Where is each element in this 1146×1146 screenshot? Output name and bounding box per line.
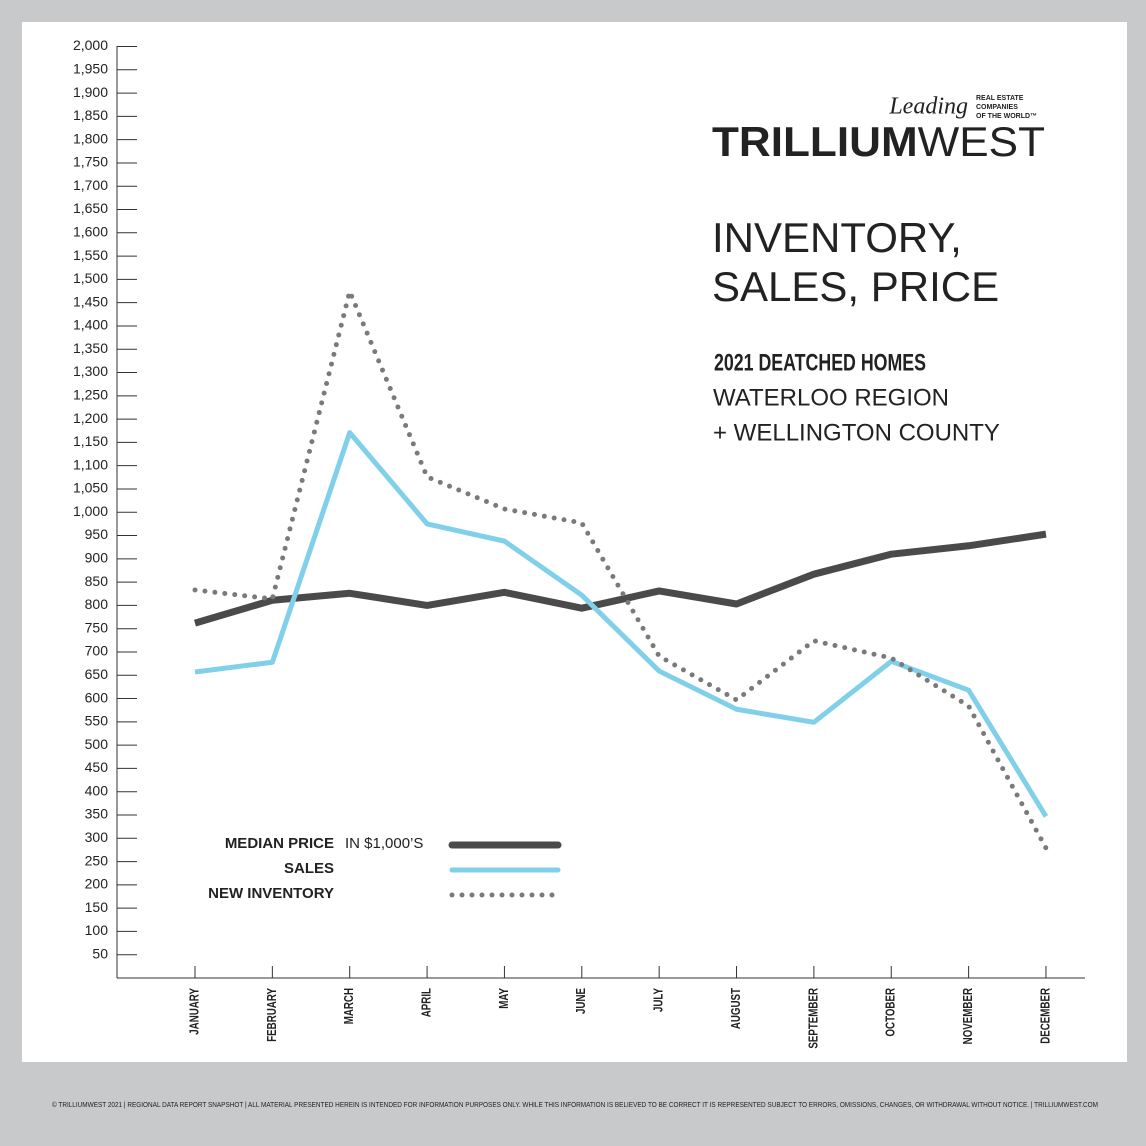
x-tick-label: OCTOBER — [884, 987, 898, 1036]
brand-light: WEST — [918, 118, 1045, 165]
region: WATERLOO REGION — [713, 384, 949, 411]
y-tick-label: 100 — [85, 922, 109, 938]
y-tick-label: 1,550 — [73, 247, 108, 263]
brand-network: REAL ESTATE — [976, 95, 1024, 102]
legend-label: NEW INVENTORY — [208, 885, 334, 902]
brand-name: TRILLIUM WEST — [712, 118, 1045, 165]
y-tick-label: 300 — [85, 829, 109, 845]
x-tick-label: JUNE — [575, 988, 589, 1014]
y-tick-label: 1,200 — [73, 410, 108, 426]
y-tick-label: 800 — [85, 596, 109, 612]
y-tick-label: 1,750 — [73, 154, 108, 170]
legend-note: IN $1,000’S — [345, 835, 423, 852]
x-tick-label: MARCH — [343, 988, 357, 1024]
x-tick-label: NOVEMBER — [962, 987, 976, 1044]
y-tick-label: 1,950 — [73, 60, 108, 76]
y-tick-label: 1,650 — [73, 200, 108, 216]
y-tick-label: 200 — [85, 876, 109, 892]
y-tick-label: 1,800 — [73, 130, 108, 146]
brand-network: OF THE WORLD™ — [976, 113, 1037, 120]
y-tick-label: 950 — [85, 526, 109, 542]
y-tick-label: 700 — [85, 643, 109, 659]
chart-title: INVENTORY, — [712, 214, 962, 261]
subtitle: 2021 DEATCHED HOMES — [714, 349, 926, 376]
brand-bold: TRILLIUM — [712, 118, 918, 165]
x-tick-label: MAY — [498, 988, 512, 1009]
legend-label: MEDIAN PRICE — [225, 835, 334, 852]
y-tick-label: 900 — [85, 550, 109, 566]
y-tick-label: 450 — [85, 759, 109, 775]
y-tick-label: 50 — [92, 945, 108, 961]
brand-network: COMPANIES — [976, 104, 1018, 111]
y-tick-label: 500 — [85, 736, 109, 752]
x-tick-label: FEBRUARY — [266, 988, 280, 1042]
y-tick-label: 400 — [85, 782, 109, 798]
x-tick-label: AUGUST — [730, 988, 744, 1029]
x-tick-label: APRIL — [420, 988, 434, 1017]
series-line — [194, 530, 1047, 627]
y-tick-label: 2,000 — [73, 37, 108, 53]
x-tick-label: DECEMBER — [1039, 987, 1053, 1043]
y-tick-label: 1,400 — [73, 317, 108, 333]
y-tick-label: 1,250 — [73, 387, 108, 403]
y-tick-label: 650 — [85, 666, 109, 682]
y-tick-label: 1,050 — [73, 480, 108, 496]
y-tick-label: 1,150 — [73, 433, 108, 449]
y-tick-label: 1,500 — [73, 270, 108, 286]
y-tick-label: 1,350 — [73, 340, 108, 356]
y-tick-label: 150 — [85, 899, 109, 915]
series-line — [194, 430, 1049, 818]
y-tick-label: 1,700 — [73, 177, 108, 193]
y-tick-label: 1,850 — [73, 107, 108, 123]
y-tick-label: 1,600 — [73, 224, 108, 240]
y-tick-label: 850 — [85, 573, 109, 589]
y-tick-label: 1,450 — [73, 293, 108, 309]
chart-title: SALES, PRICE — [712, 263, 999, 310]
card — [22, 22, 1127, 1062]
footer: © TRILLIUMWEST 2021 | REGIONAL DATA REPO… — [52, 1101, 1098, 1109]
legend-label: SALES — [284, 860, 334, 877]
y-tick-label: 550 — [85, 713, 109, 729]
y-tick-label: 600 — [85, 689, 109, 705]
brand-leading: Leading — [888, 94, 968, 120]
y-tick-label: 1,900 — [73, 84, 108, 100]
y-tick-label: 750 — [85, 619, 109, 635]
x-tick-label: JULY — [652, 988, 666, 1012]
y-tick-label: 1,100 — [73, 456, 108, 472]
x-tick-label: JANUARY — [188, 988, 202, 1035]
y-tick-label: 1,000 — [73, 503, 108, 519]
y-tick-label: 250 — [85, 852, 109, 868]
x-tick-label: SEPTEMBER — [807, 987, 821, 1048]
series-line — [192, 288, 1049, 851]
y-tick-label: 1,300 — [73, 363, 108, 379]
region: + WELLINGTON COUNTY — [713, 419, 1000, 446]
y-tick-label: 350 — [85, 806, 109, 822]
